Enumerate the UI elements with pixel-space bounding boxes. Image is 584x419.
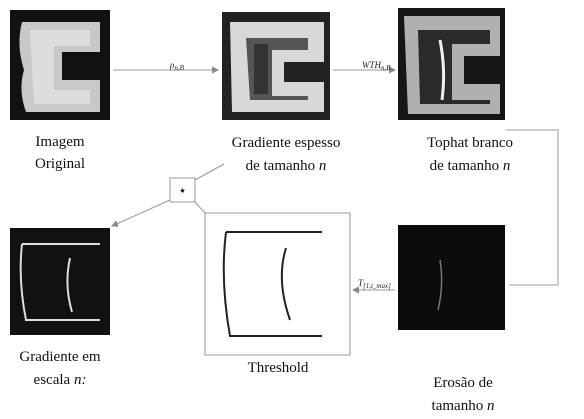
label-text: Imagem [35,134,84,150]
node-label: Imagem [35,134,84,150]
label-italic: n: [74,372,87,388]
node-label: tamanho n [432,398,495,414]
label-italic: n [319,158,327,174]
image-threshold [205,213,350,355]
star: ⋆ [178,184,187,199]
edge-sub: [1,t_max] [363,282,391,290]
label-text: Erosão de [433,375,493,391]
node-label: Gradiente espesso [232,135,341,151]
connector [195,202,206,214]
edge-main: WTH [362,60,382,70]
image-gradient-scale [10,228,110,335]
node-label: Gradiente em [19,349,101,365]
diagram: ρn,B WTHn,B T[1,t_max] ⋆ Imagem Original… [0,0,584,419]
node-label: Tophat branco [427,135,513,151]
edge-sub: n,B [174,64,184,72]
image-original [10,10,110,120]
image-gradient [222,12,330,120]
label-text: de tamanho [430,158,503,174]
edge-label: T[1,t_max] [358,278,391,290]
label-text: tamanho [432,398,487,414]
node-label: Erosão de [433,375,493,391]
connector [506,130,558,285]
label-text: de tamanho [246,158,319,174]
image-erosion [398,225,505,330]
label-text: Gradiente em [19,349,101,365]
node-label: escala n: [34,372,87,388]
label-text: Tophat branco [427,135,513,151]
label-text: Threshold [248,360,309,376]
label-text: Original [35,156,85,172]
connector [195,164,224,180]
image-tophat [398,8,505,120]
node-label: de tamanho n [246,158,327,174]
node-label: Threshold [248,360,309,376]
node-label: de tamanho n [430,158,511,174]
label-italic: n [487,398,495,414]
label-text: Gradiente espesso [232,135,341,151]
label-italic: n [503,158,511,174]
arrow [112,200,170,226]
label-text: escala [34,372,74,388]
edge-sub: n,B [381,64,391,72]
node-label: Original [35,156,85,172]
